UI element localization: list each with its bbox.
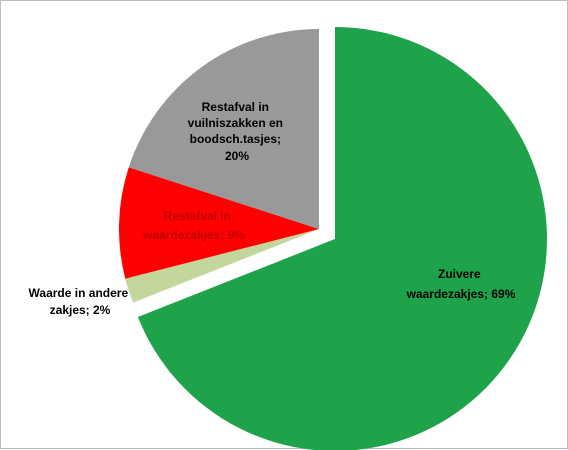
pie-slice-restafval-in-vuilniszakken-en-boodsch-tasjes: [128, 29, 319, 229]
pie-slice-waarde-in-andere-zakjes: [125, 229, 319, 303]
pie-slice-zuivere-waardezakjes: [137, 27, 547, 450]
data-label-zuivere-waardezakjes: Zuivere waardezakjes; 69%: [406, 267, 516, 301]
data-label-restafval-in-vuilniszakken: Restafval in vuilniszakken en boodsch.ta…: [188, 100, 287, 163]
data-label-restafval-in-waardezakjes: Restafval in waardezakjes; 9%: [142, 209, 245, 242]
pie-slice-restafval-in-waardezakjes: [118, 167, 319, 279]
data-label-waarde-in-andere-zakjes: Waarde in andere zakjes; 2%: [29, 286, 132, 317]
data-labels: Zuivere waardezakjes; 69% Waarde in ande…: [29, 100, 516, 317]
pie-slices: [118, 27, 547, 450]
